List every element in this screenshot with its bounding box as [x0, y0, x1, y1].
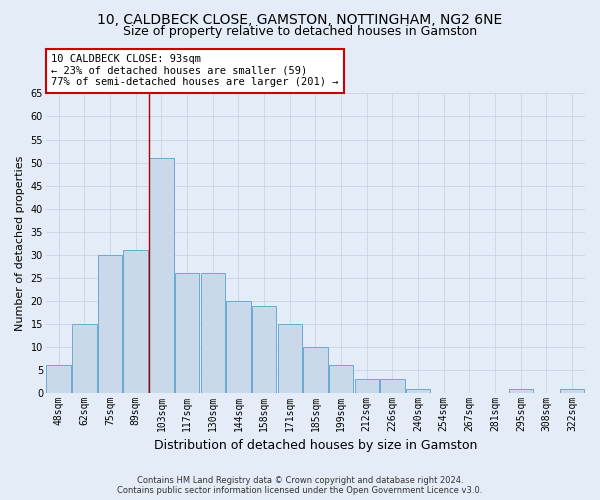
Bar: [149, 158, 173, 393]
Bar: [175, 273, 199, 393]
Bar: [509, 388, 533, 393]
Bar: [329, 366, 353, 393]
Bar: [560, 388, 584, 393]
X-axis label: Distribution of detached houses by size in Gamston: Distribution of detached houses by size …: [154, 440, 477, 452]
Bar: [200, 273, 225, 393]
Bar: [406, 388, 430, 393]
Bar: [98, 255, 122, 393]
Bar: [380, 380, 404, 393]
Bar: [278, 324, 302, 393]
Bar: [46, 366, 71, 393]
Text: 10 CALDBECK CLOSE: 93sqm
← 23% of detached houses are smaller (59)
77% of semi-d: 10 CALDBECK CLOSE: 93sqm ← 23% of detach…: [51, 54, 339, 88]
Y-axis label: Number of detached properties: Number of detached properties: [15, 156, 25, 331]
Text: 10, CALDBECK CLOSE, GAMSTON, NOTTINGHAM, NG2 6NE: 10, CALDBECK CLOSE, GAMSTON, NOTTINGHAM,…: [97, 12, 503, 26]
Bar: [303, 347, 328, 393]
Bar: [355, 380, 379, 393]
Text: Size of property relative to detached houses in Gamston: Size of property relative to detached ho…: [123, 25, 477, 38]
Bar: [252, 306, 276, 393]
Text: Contains HM Land Registry data © Crown copyright and database right 2024.
Contai: Contains HM Land Registry data © Crown c…: [118, 476, 482, 495]
Bar: [226, 301, 251, 393]
Bar: [72, 324, 97, 393]
Bar: [124, 250, 148, 393]
